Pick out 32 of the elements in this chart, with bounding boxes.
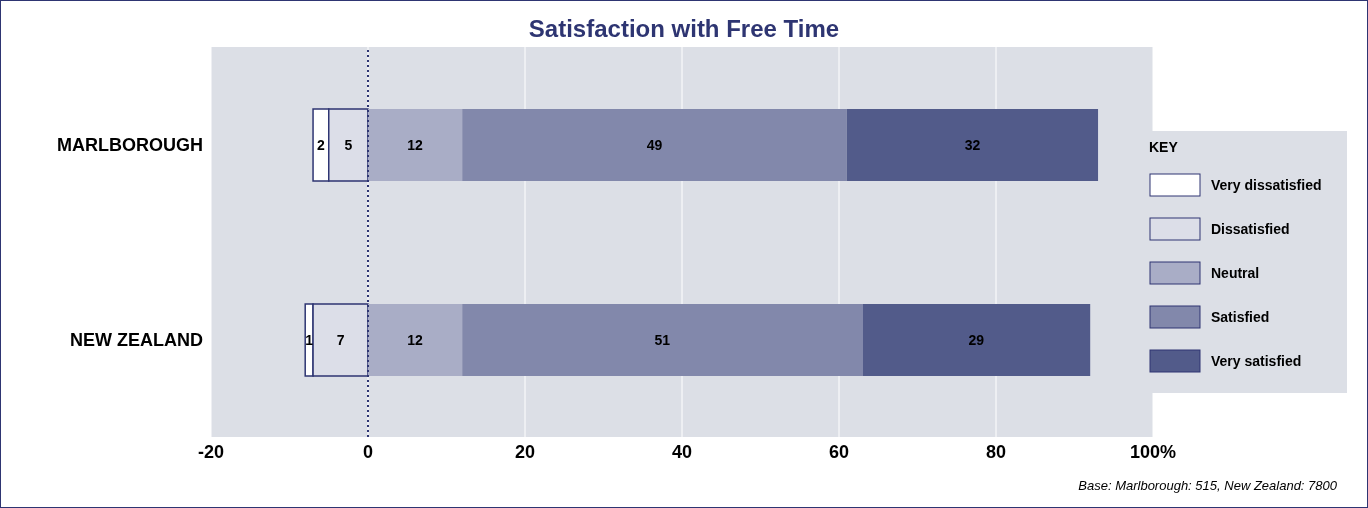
data-label: 12 (407, 331, 424, 348)
legend-label: Dissatisfied (1211, 221, 1290, 237)
bar (862, 304, 1091, 376)
data-label: 51 (654, 331, 671, 348)
chart-title: Satisfaction with Free Time (527, 15, 841, 43)
y-tick-label: MARLBOROUGH (57, 134, 203, 155)
bar (368, 109, 463, 181)
bar (462, 109, 847, 181)
legend-label: Very satisfied (1211, 353, 1302, 369)
legend-label: Satisfied (1211, 309, 1270, 325)
legend-label: Very dissatisfied (1211, 177, 1322, 193)
x-tick-label: 100% (1129, 441, 1177, 462)
data-label: 49 (646, 136, 663, 153)
legend-label: Neutral (1211, 265, 1260, 281)
data-label: 29 (968, 331, 985, 348)
y-tick-label: NEW ZEALAND (70, 329, 203, 350)
x-tick-label: 60 (828, 441, 850, 462)
x-tick-label: 20 (514, 441, 536, 462)
data-label: 5 (344, 136, 353, 153)
text: Base: Marlborough: 515, New Zealand: 7800 (1078, 478, 1337, 493)
data-label: 2 (317, 136, 325, 153)
bar (368, 304, 463, 376)
x-tick-label: 40 (671, 441, 693, 462)
x-tick-label: 80 (985, 441, 1007, 462)
data-label: 7 (336, 331, 345, 348)
bar (462, 304, 863, 376)
x-tick-label: 0 (362, 441, 374, 462)
x-tick-label: -20 (197, 441, 225, 462)
bar (846, 109, 1099, 181)
legend-title: KEY (1149, 139, 1179, 155)
data-label: 12 (407, 136, 424, 153)
data-label: 32 (964, 136, 981, 153)
